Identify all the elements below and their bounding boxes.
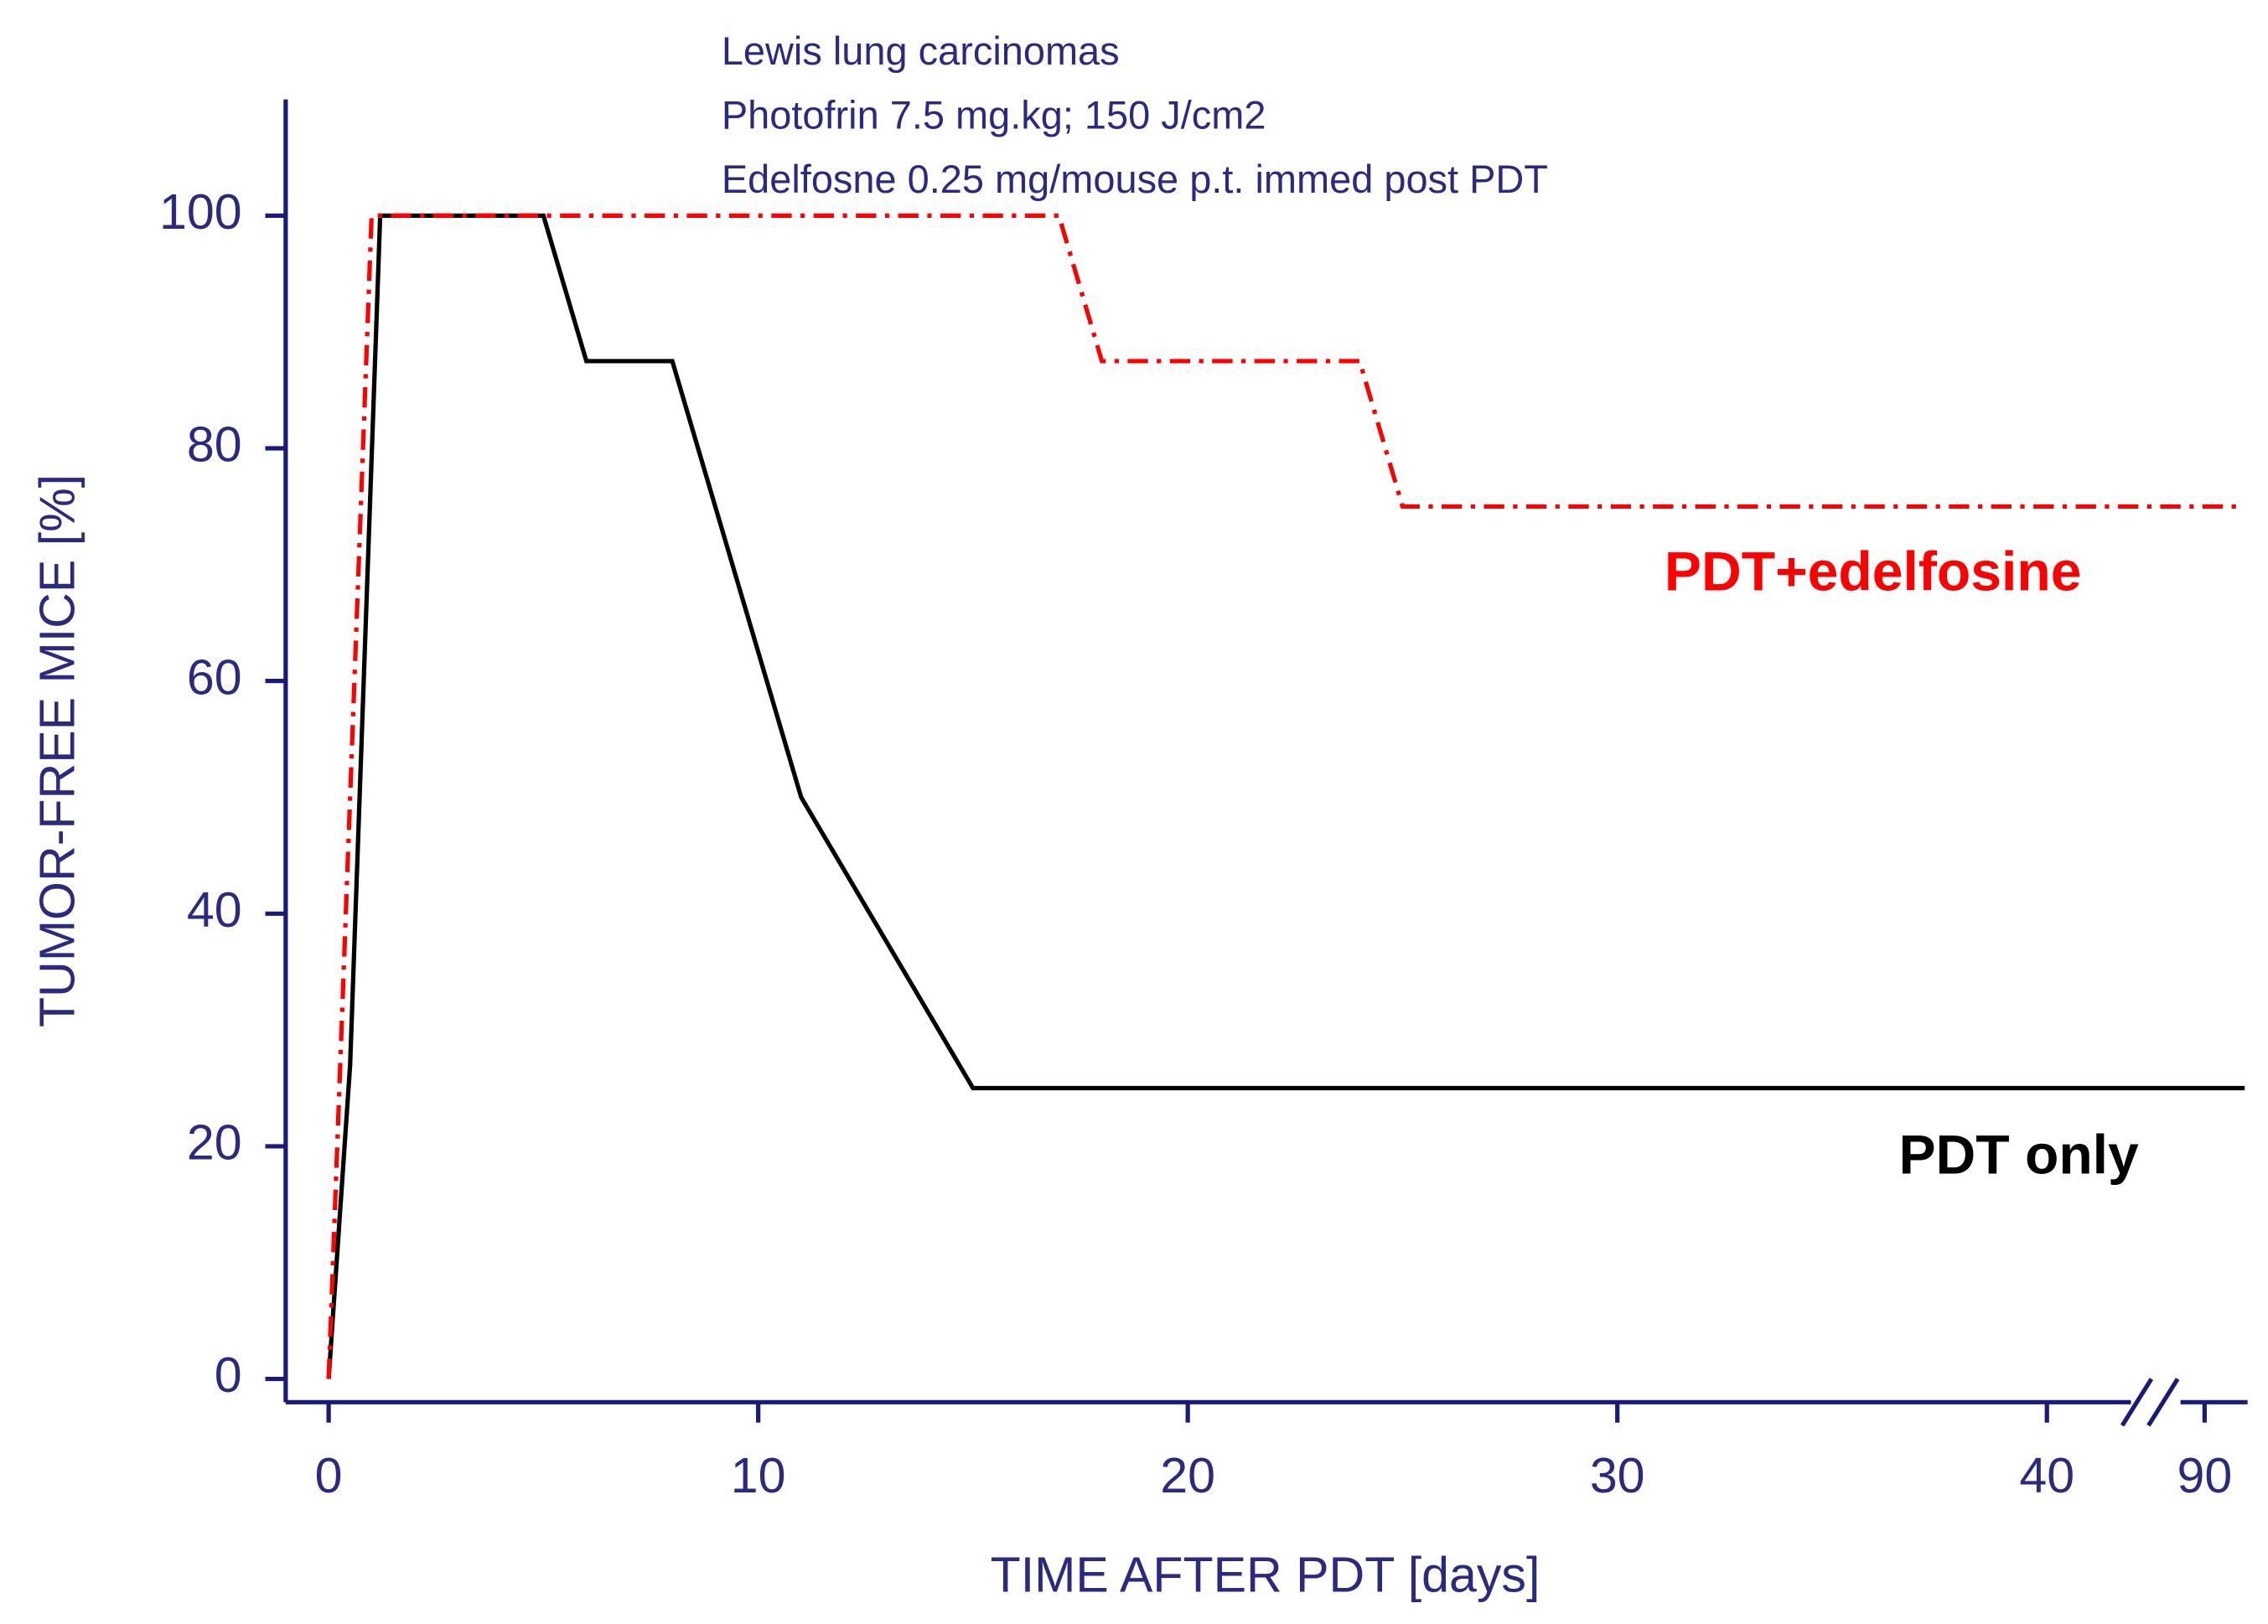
series-label: PDT only [1898, 1124, 2139, 1186]
y-axis-label: TUMOR-FREE MICE [%] [29, 474, 85, 1027]
x-tick-label: 20 [1160, 1447, 1215, 1503]
series-label: PDT+edelfosine [1665, 541, 2082, 603]
title-line: Edelfosne 0.25 mg/mouse p.t. immed post … [722, 157, 1548, 201]
line-series [326, 213, 2245, 1379]
y-tick-label: 20 [187, 1115, 242, 1171]
axis-break [2120, 1378, 2154, 1427]
x-tick-label: 90 [2177, 1447, 2232, 1503]
title-line: Photofrin 7.5 mg.kg; 150 J/cm2 [722, 93, 1266, 137]
x-tick-label: 10 [731, 1447, 786, 1503]
line-series [326, 213, 2245, 1379]
x-tick-label: 30 [1590, 1447, 1645, 1503]
title-line: Lewis lung carcinomas [722, 28, 1120, 73]
y-tick-label: 80 [187, 416, 242, 473]
x-tick-label: 0 [315, 1447, 343, 1503]
axis-break [2146, 1378, 2180, 1427]
y-tick-label: 0 [215, 1347, 242, 1403]
y-tick-label: 60 [187, 649, 242, 705]
y-tick-label: 40 [187, 882, 242, 938]
y-tick-label: 100 [159, 184, 242, 240]
x-tick-label: 40 [2019, 1447, 2074, 1503]
x-axis-label: TIME AFTER PDT [days] [991, 1546, 1540, 1602]
